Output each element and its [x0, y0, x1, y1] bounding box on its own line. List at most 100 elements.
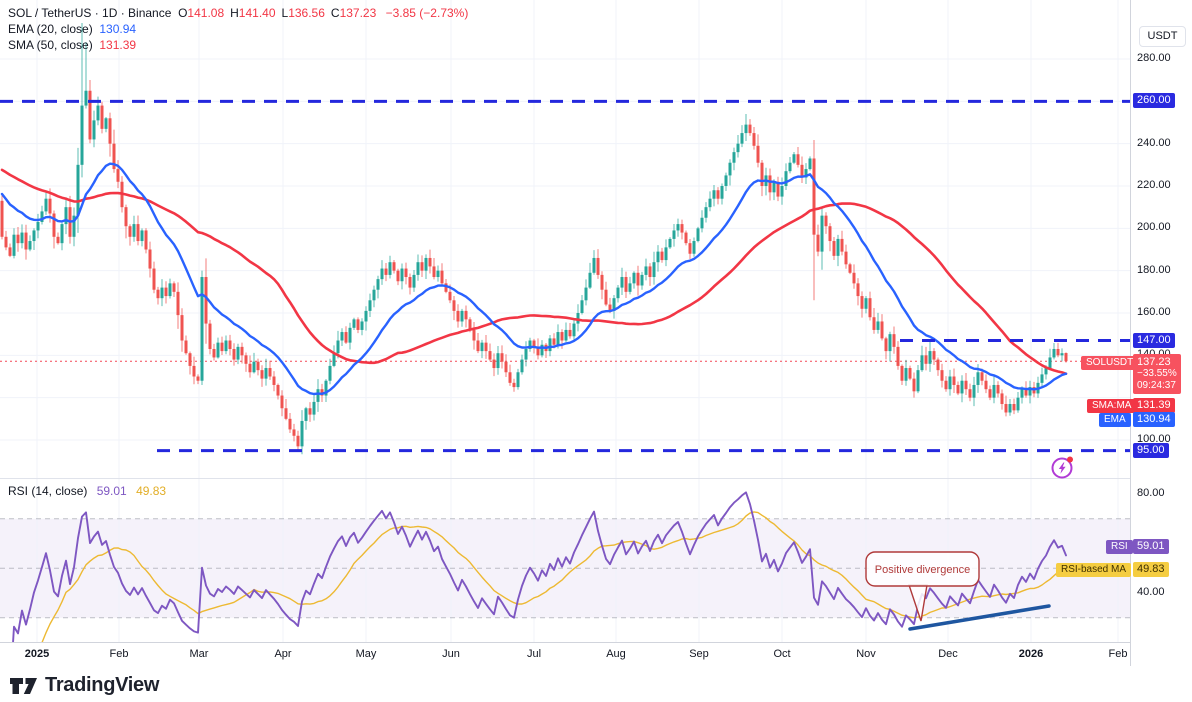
- candle-body: [112, 143, 116, 170]
- candle-body: [832, 241, 836, 256]
- candle-body: [960, 380, 964, 394]
- candle-body: [276, 384, 280, 396]
- candle-body: [244, 355, 248, 364]
- candle-body: [396, 270, 400, 282]
- time-label: Jun: [442, 648, 460, 660]
- candle-body: [816, 234, 820, 252]
- candle-body: [1020, 389, 1024, 398]
- level-badge[interactable]: 147.00: [1133, 332, 1175, 348]
- candle-body: [524, 348, 528, 360]
- rsi-legend-row[interactable]: RSI (14, close) 59.01 49.83: [8, 484, 166, 498]
- ema-value: 130.94: [99, 22, 137, 36]
- candle-body: [144, 230, 148, 250]
- time-label: May: [355, 648, 377, 660]
- candle-body: [564, 329, 568, 341]
- time-scale-axis[interactable]: 2025 Feb Mar Apr May Jun Jul Aug Sep Oct Nov Dec 202…: [0, 642, 1130, 666]
- candle-body: [368, 300, 372, 311]
- sma-50-line[interactable]: [0, 168, 1068, 376]
- candle-body: [196, 376, 200, 381]
- ema-value-badge: 130.94: [1133, 412, 1175, 427]
- candle-body: [700, 217, 704, 229]
- candle-body: [388, 262, 392, 275]
- candle-body: [8, 247, 12, 256]
- candle-body: [896, 346, 900, 366]
- level-badge[interactable]: 95.00: [1133, 442, 1169, 458]
- candle-body: [732, 152, 736, 163]
- candle-body: [280, 395, 284, 409]
- candle-body: [492, 359, 496, 369]
- candle-body: [684, 232, 688, 244]
- time-label: Sep: [689, 648, 709, 660]
- symbol-title: SOL / TetherUS · 1D · Binance: [8, 6, 172, 20]
- candle-body: [572, 323, 576, 337]
- candle-body: [812, 158, 816, 235]
- candle-body: [968, 389, 972, 398]
- candle-body: [1024, 389, 1028, 396]
- candle-body: [796, 154, 800, 165]
- candle-body: [452, 300, 456, 311]
- ema-legend-row[interactable]: EMA (20, close) 130.94: [8, 21, 468, 37]
- candle-body: [888, 334, 892, 352]
- candle-body: [948, 376, 952, 390]
- candle-body: [1060, 353, 1064, 356]
- level-badge[interactable]: 260.00: [1133, 93, 1175, 109]
- candle-body: [1028, 387, 1032, 396]
- candle-body: [176, 291, 180, 316]
- candle-body: [324, 380, 328, 396]
- candle-body: [744, 124, 748, 134]
- usdt-button[interactable]: USDT: [1139, 26, 1186, 47]
- candle-body: [460, 310, 464, 322]
- rsi-pane[interactable]: Positive divergence: [0, 478, 1130, 642]
- candle-body: [668, 238, 672, 248]
- candle-body: [792, 154, 796, 163]
- candle-body: [528, 340, 532, 349]
- positive-divergence-callout[interactable]: [865, 551, 980, 587]
- rsi-ma-value-badge: 49.83: [1133, 561, 1169, 577]
- candle-body: [748, 124, 752, 134]
- candle-body: [784, 171, 788, 186]
- last-price: 137.23: [1137, 356, 1171, 369]
- candle-body: [100, 105, 104, 129]
- candle-body: [856, 283, 860, 297]
- tradingview-logo[interactable]: TradingView: [9, 674, 159, 697]
- candle-body: [788, 162, 792, 172]
- price-pane[interactable]: [0, 0, 1130, 478]
- candle-body: [916, 370, 920, 392]
- pane-separator[interactable]: [0, 478, 1130, 479]
- time-label: Aug: [606, 648, 626, 660]
- candle-body: [208, 323, 212, 349]
- candle-body: [924, 355, 928, 364]
- time-label: Jul: [526, 648, 542, 660]
- candle-body: [268, 368, 272, 377]
- candle-body: [912, 378, 916, 392]
- candle-body: [1000, 393, 1004, 405]
- candle-body: [328, 365, 332, 381]
- candle-body: [216, 342, 220, 358]
- rsi-line[interactable]: [2, 491, 1067, 642]
- candle-body: [1008, 404, 1012, 413]
- symbol-legend-row[interactable]: SOL / TetherUS · 1D · Binance O141.08 H14…: [8, 5, 468, 21]
- flash-icon[interactable]: [1050, 454, 1076, 480]
- ema-20-line[interactable]: [0, 162, 1068, 396]
- candle-body: [180, 315, 184, 341]
- candle-body: [4, 236, 8, 248]
- symbol-price-badge: 137.23 −33.55% 09:24:37: [1133, 354, 1181, 395]
- tradingview-wordmark: TradingView: [45, 674, 160, 696]
- sma-legend-row[interactable]: SMA (50, close) 131.39: [8, 37, 468, 53]
- candle-body: [556, 332, 560, 345]
- candle-body: [44, 198, 48, 212]
- candle-body: [660, 251, 664, 261]
- candle-body: [432, 266, 436, 278]
- candle-body: [108, 118, 112, 144]
- candle-body: [648, 266, 652, 278]
- candle-body: [520, 359, 524, 373]
- candle-body: [716, 190, 720, 199]
- rsi-ma-line[interactable]: [2, 511, 1067, 642]
- ohlc-label: H: [230, 6, 239, 20]
- rsi-trendline[interactable]: [908, 604, 1051, 631]
- candle-body: [160, 287, 164, 299]
- candle-body: [164, 287, 168, 297]
- candle-body: [384, 268, 388, 275]
- candle-body: [488, 351, 492, 360]
- candle-body: [484, 342, 488, 352]
